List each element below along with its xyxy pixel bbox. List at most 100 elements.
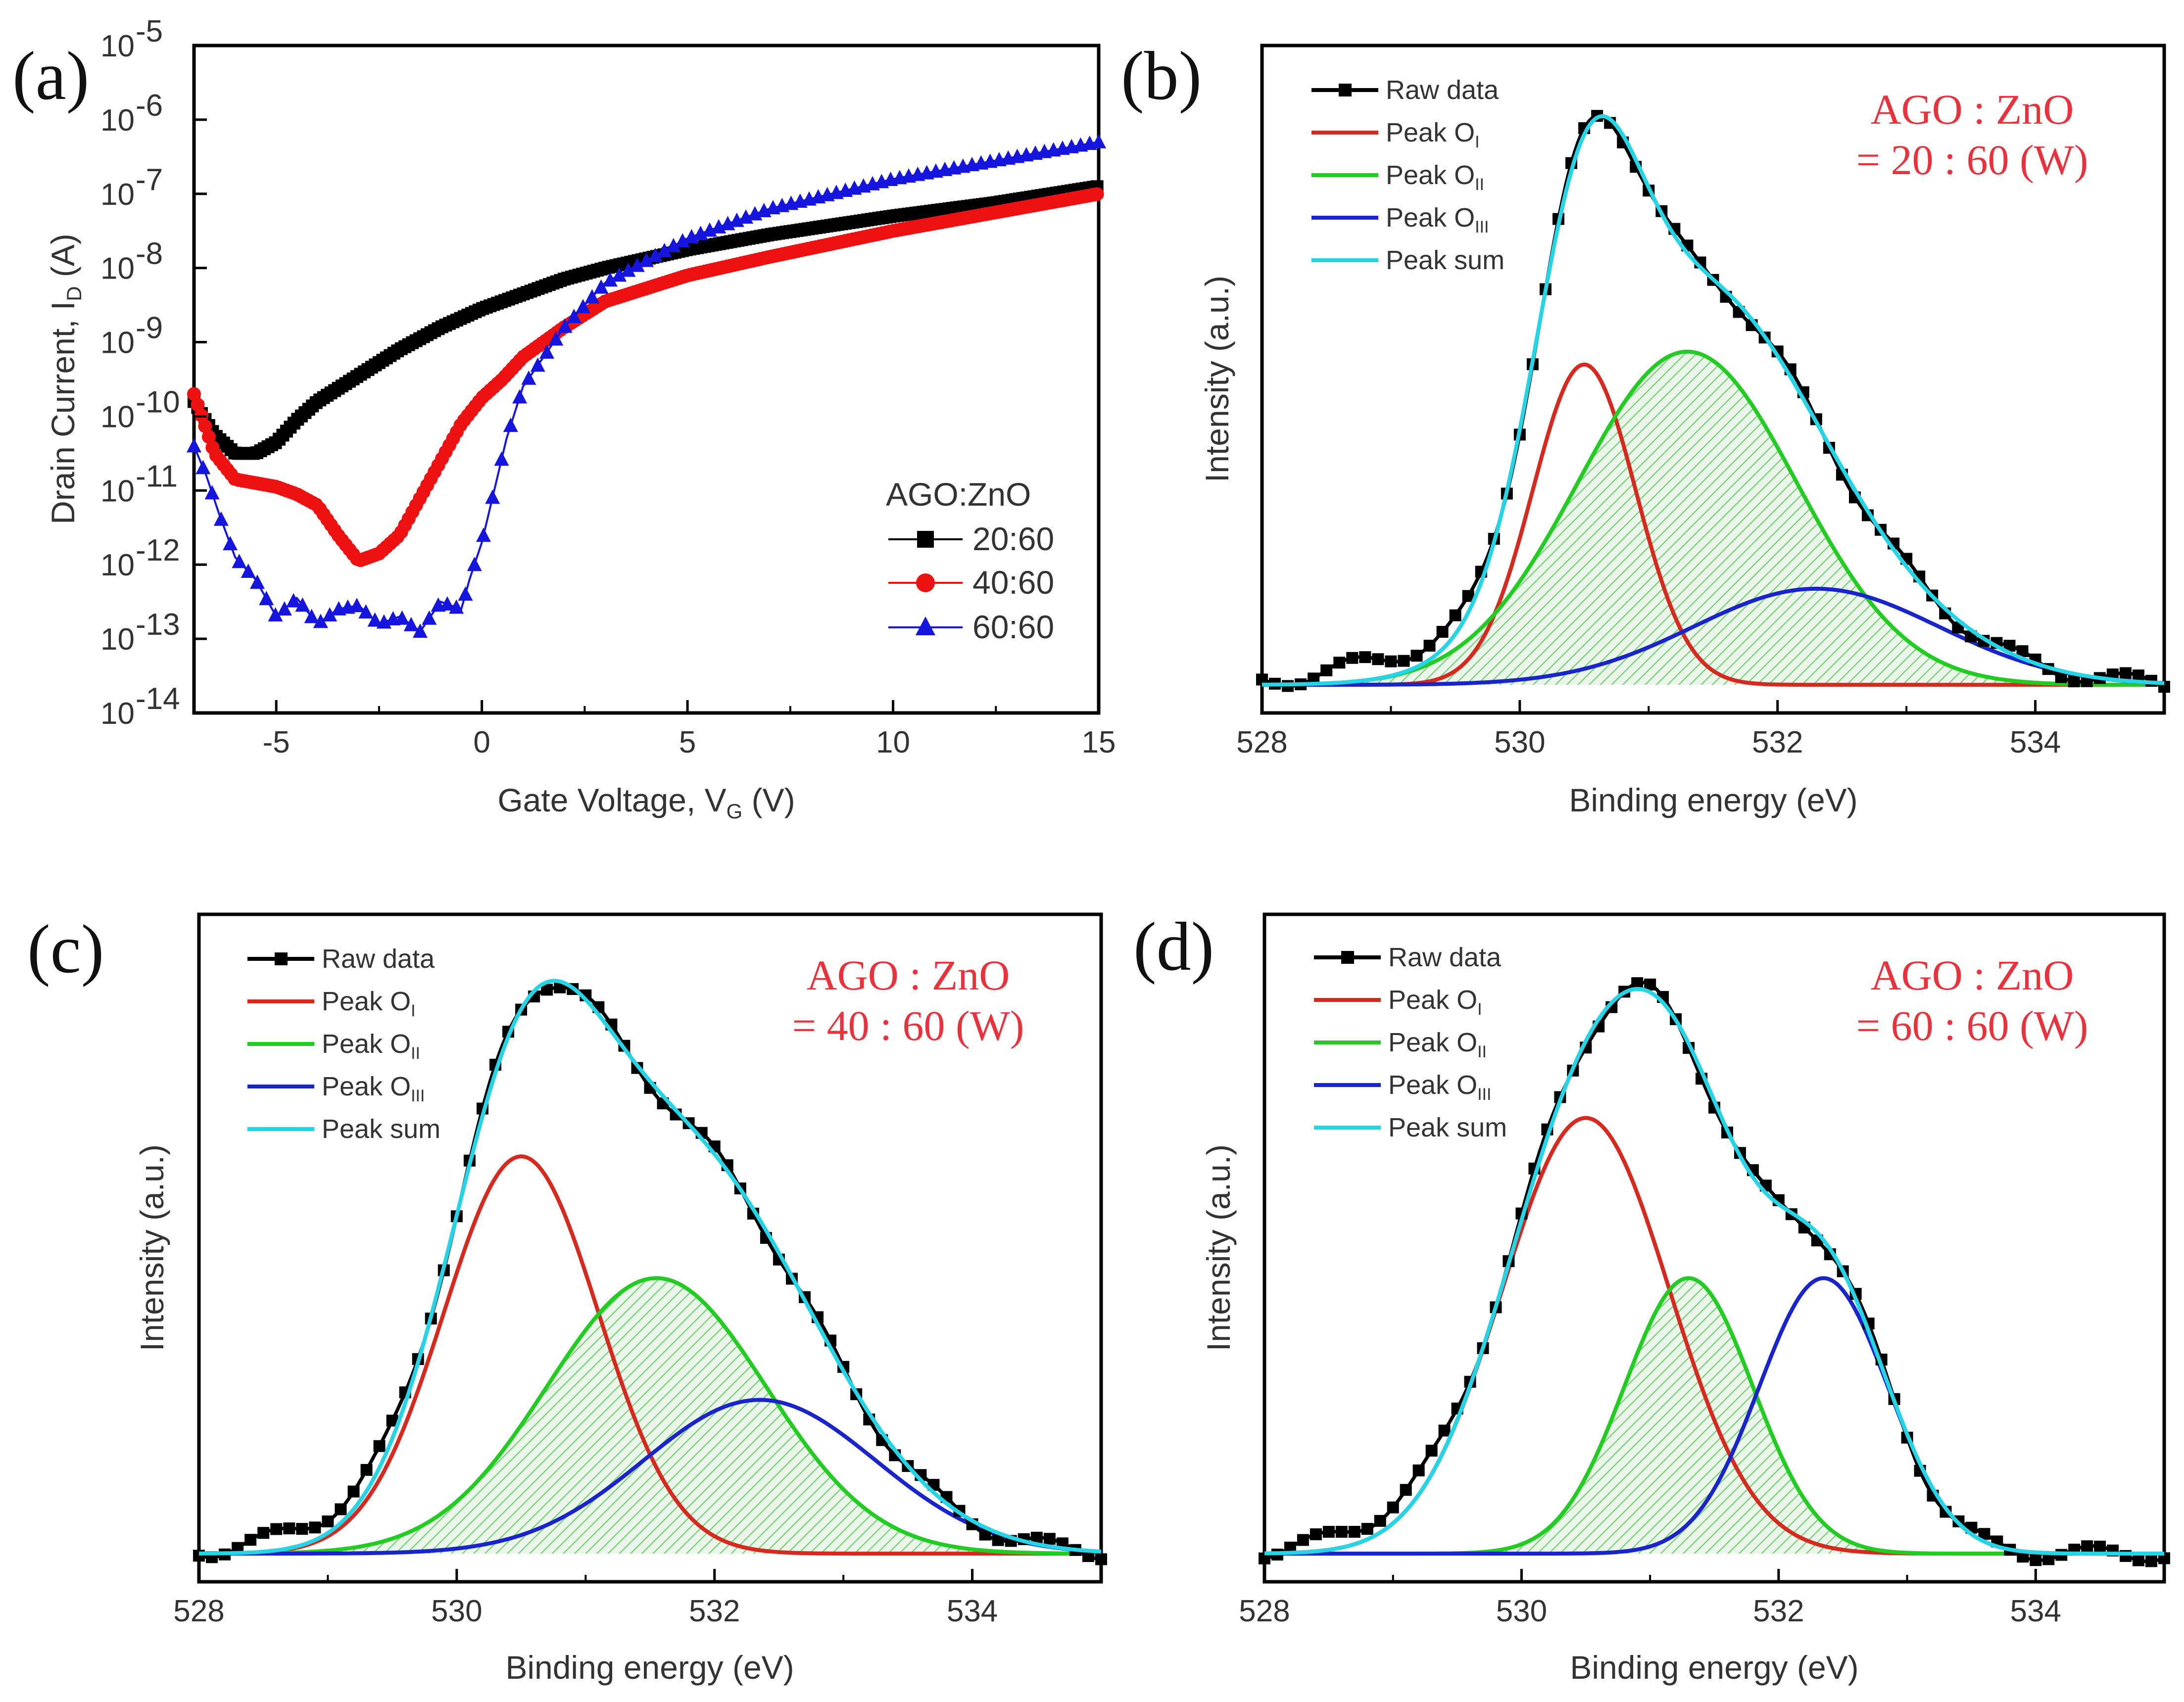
legend-marker-40-60 bbox=[916, 573, 935, 592]
annotation-d-line2: = 60 : 60 (W) bbox=[1856, 1002, 2088, 1049]
data-point bbox=[413, 623, 428, 638]
x-tick-label-b: 532 bbox=[1752, 725, 1803, 759]
data-point bbox=[241, 564, 256, 578]
legend-label: Raw data bbox=[1386, 75, 1499, 105]
legend-entry-peak3: Peak OIII bbox=[247, 1072, 425, 1105]
x-tick-label-d: 532 bbox=[1753, 1594, 1804, 1628]
raw-data-point bbox=[2068, 675, 2080, 688]
y-tick-exponent-a: -11 bbox=[136, 459, 178, 493]
x-tick-label-a: 0 bbox=[473, 725, 490, 759]
raw-data-point bbox=[309, 1521, 321, 1534]
legend-marker-60-60 bbox=[916, 616, 935, 635]
data-point bbox=[485, 489, 500, 504]
raw-data-point bbox=[1310, 1528, 1322, 1541]
raw-data-point bbox=[1333, 657, 1346, 669]
y-tick-exponent-a: -10 bbox=[136, 385, 180, 419]
y-tick-label-a: 10 bbox=[100, 103, 135, 138]
axis-ticks-b: 528 530 532 534 bbox=[1236, 700, 2165, 759]
y-tick-label-a: 10 bbox=[100, 474, 135, 508]
x-axis-title-d: Binding energy (eV) bbox=[1570, 1649, 1858, 1686]
raw-data-point bbox=[1346, 652, 1359, 664]
legend-label: Peak OIII bbox=[1388, 1070, 1491, 1104]
y-tick-label-a: 10 bbox=[100, 548, 135, 582]
data-point bbox=[539, 344, 554, 359]
data-point bbox=[422, 610, 437, 625]
data-point bbox=[232, 554, 247, 568]
series-20-60 bbox=[188, 180, 1104, 460]
legend-label: Peak OII bbox=[322, 1029, 420, 1063]
data-point bbox=[198, 419, 212, 433]
panel-label-a: (a) bbox=[12, 38, 89, 114]
y-axis-title-c: Intensity (a.u.) bbox=[134, 1144, 170, 1351]
data-point bbox=[512, 389, 528, 404]
legend-title-a: AGO:ZnO bbox=[886, 476, 1031, 513]
data-point bbox=[593, 279, 609, 294]
raw-data-point bbox=[1297, 1534, 1309, 1546]
legend-label: Peak sum bbox=[1386, 245, 1505, 275]
legend-marker bbox=[1339, 84, 1352, 96]
legend-label: Peak OIII bbox=[1386, 203, 1489, 236]
legend-label: Peak OI bbox=[1386, 118, 1480, 151]
raw-data-point bbox=[1410, 650, 1423, 662]
legend-c: Raw data Peak OI Peak OII Peak OIII Peak sum bbox=[247, 944, 440, 1144]
raw-data-point bbox=[1374, 1514, 1386, 1527]
data-point bbox=[503, 418, 518, 432]
raw-data-point bbox=[1400, 1484, 1412, 1496]
x-tick-label-d: 534 bbox=[2010, 1594, 2061, 1628]
peak-o2-area bbox=[1262, 351, 2164, 685]
data-point bbox=[195, 460, 211, 474]
raw-data-point bbox=[2016, 645, 2029, 658]
raw-data-point bbox=[193, 1550, 205, 1562]
data-point bbox=[648, 247, 663, 262]
legend-entry-peak1: Peak OI bbox=[247, 987, 416, 1020]
annotation-c-line2: = 40 : 60 (W) bbox=[792, 1002, 1024, 1049]
raw-data-point bbox=[1095, 1553, 1107, 1565]
plot-frame-a bbox=[192, 44, 1101, 715]
x-tick-label-c: 532 bbox=[689, 1594, 740, 1628]
legend-entry-peak2: Peak OII bbox=[1314, 1028, 1487, 1061]
legend-entry-peak1: Peak OI bbox=[1311, 118, 1480, 151]
raw-data-point bbox=[373, 1440, 386, 1452]
legend-marker-20-60 bbox=[917, 531, 934, 548]
y-axis-title-b: Intensity (a.u.) bbox=[1199, 276, 1235, 482]
raw-data-point bbox=[322, 1515, 334, 1527]
legend-entry-sum: Peak sum bbox=[1311, 245, 1505, 275]
legend-entry-peak2: Peak OII bbox=[247, 1029, 420, 1063]
panel-label-d: (d) bbox=[1133, 908, 1214, 985]
data-point bbox=[458, 586, 473, 601]
raw-data-point bbox=[335, 1503, 347, 1515]
plot-frame-c bbox=[197, 912, 1103, 1584]
data-point bbox=[201, 429, 216, 444]
y-tick-label-a: 10 bbox=[100, 400, 135, 434]
raw-data-point bbox=[2030, 1554, 2042, 1566]
panel-label-b: (b) bbox=[1121, 38, 1202, 114]
y-tick-label-a: 10 bbox=[100, 326, 135, 360]
x-tick-label-c: 530 bbox=[431, 1594, 482, 1628]
data-point bbox=[394, 610, 410, 625]
legend-entry-peak3: Peak OIII bbox=[1314, 1070, 1491, 1104]
x-tick-label-b: 534 bbox=[2010, 725, 2061, 759]
raw-data-point bbox=[1359, 651, 1371, 663]
x-tick-label-a: 10 bbox=[876, 725, 910, 759]
y-tick-label-a: 10 bbox=[100, 697, 135, 731]
raw-data-point bbox=[2094, 1540, 2106, 1553]
raw-data-point bbox=[1385, 655, 1397, 667]
peak-sum-line bbox=[1264, 987, 2164, 1556]
data-point bbox=[191, 398, 205, 412]
y-tick-exponent-a: -5 bbox=[136, 14, 163, 48]
plot-area-d bbox=[1259, 977, 2170, 1567]
y-tick-label-a: 10 bbox=[100, 178, 135, 212]
x-axis-title-b: Binding energy (eV) bbox=[1569, 782, 1857, 818]
legend-entry-peak3: Peak OIII bbox=[1311, 203, 1489, 236]
x-tick-label-b: 530 bbox=[1494, 725, 1545, 759]
data-point bbox=[367, 612, 383, 627]
axis-ticks-c: 528 530 532 534 bbox=[173, 1569, 1102, 1628]
data-point bbox=[557, 318, 573, 333]
peak-curve-o-iii bbox=[199, 1398, 1102, 1556]
data-point bbox=[548, 331, 564, 346]
legend-entry-peak1: Peak OI bbox=[1314, 985, 1482, 1019]
data-point bbox=[675, 233, 690, 248]
raw-data-point bbox=[1412, 1464, 1425, 1476]
data-point bbox=[403, 616, 419, 631]
